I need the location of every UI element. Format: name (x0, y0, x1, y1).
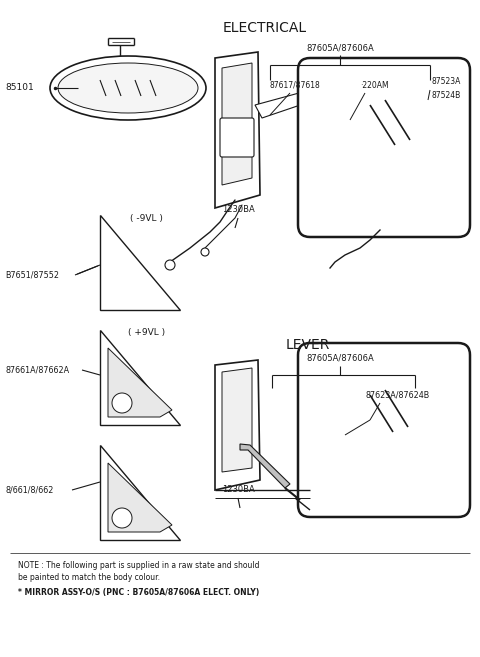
Text: 87524B: 87524B (432, 91, 461, 99)
Polygon shape (100, 330, 180, 425)
FancyBboxPatch shape (298, 343, 470, 517)
Text: B7651/87552: B7651/87552 (5, 271, 59, 279)
Text: 87661A/87662A: 87661A/87662A (5, 365, 69, 374)
Polygon shape (215, 360, 260, 490)
Text: 87605A/87606A: 87605A/87606A (306, 43, 374, 53)
Text: LEVER: LEVER (286, 338, 330, 352)
Polygon shape (255, 90, 315, 118)
Polygon shape (108, 348, 172, 417)
Text: 87617/87618: 87617/87618 (270, 81, 321, 89)
Circle shape (112, 393, 132, 413)
Circle shape (112, 508, 132, 528)
Circle shape (201, 248, 209, 256)
Text: 1230BA: 1230BA (222, 206, 254, 214)
Text: 1230BA: 1230BA (222, 486, 254, 495)
Circle shape (165, 260, 175, 270)
Text: 87623A/87624B: 87623A/87624B (365, 390, 429, 399)
Polygon shape (215, 52, 260, 208)
Polygon shape (222, 63, 252, 185)
Text: 87605A/87606A: 87605A/87606A (306, 353, 374, 363)
Text: 8/661/8/662: 8/661/8/662 (5, 486, 53, 495)
Ellipse shape (50, 56, 206, 120)
Text: be painted to match the body colour.: be painted to match the body colour. (18, 574, 160, 583)
Text: 87523A: 87523A (432, 78, 461, 87)
Text: * MIRROR ASSY-O/S (PNC : B7605A/87606A ELECT. ONLY): * MIRROR ASSY-O/S (PNC : B7605A/87606A E… (18, 587, 259, 597)
Text: ELECTRICAL: ELECTRICAL (223, 21, 307, 35)
Polygon shape (240, 444, 290, 488)
FancyBboxPatch shape (220, 118, 254, 157)
Polygon shape (100, 215, 180, 310)
Text: ( -9VL ): ( -9VL ) (130, 214, 163, 223)
Polygon shape (108, 463, 172, 532)
Text: 85101: 85101 (5, 83, 34, 93)
Polygon shape (100, 445, 180, 540)
Text: ·220AM: ·220AM (360, 81, 389, 89)
Polygon shape (222, 368, 252, 472)
Text: NOTE : The following part is supplied in a raw state and should: NOTE : The following part is supplied in… (18, 562, 260, 570)
FancyBboxPatch shape (298, 58, 470, 237)
Ellipse shape (58, 63, 198, 113)
Text: ( +9VL ): ( +9VL ) (128, 328, 165, 338)
